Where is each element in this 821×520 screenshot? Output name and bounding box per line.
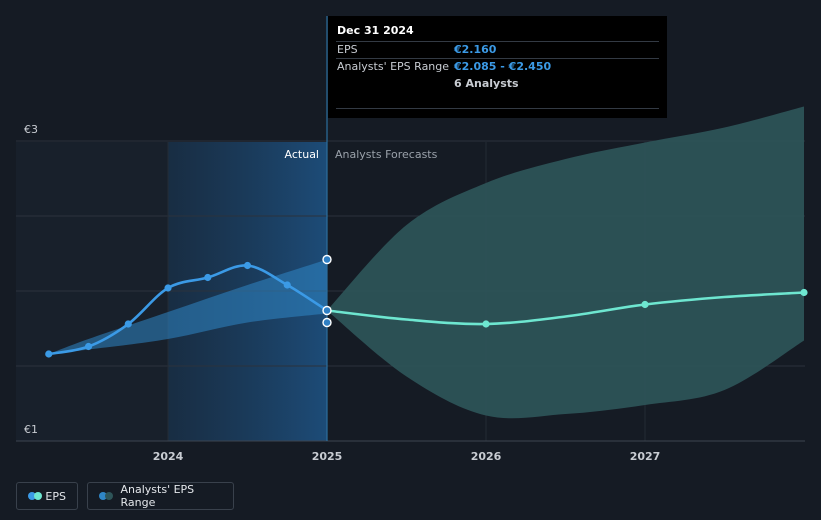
legend-range-swatch <box>99 492 114 500</box>
eps-actual-point <box>283 281 291 289</box>
tooltip-range-label: Analysts' EPS Range <box>337 60 450 73</box>
legend-eps-dot-forecast <box>34 492 42 500</box>
tooltip-divider <box>336 108 659 109</box>
tooltip-divider <box>336 58 659 59</box>
eps-actual-point <box>124 320 132 328</box>
eps-actual-point <box>45 350 53 358</box>
legend-eps-label: EPS <box>45 489 66 503</box>
eps-actual-point <box>243 261 252 270</box>
legend-range-dot-forecast <box>105 492 113 500</box>
hover-eps-marker <box>322 305 332 316</box>
legend-eps-dot-actual <box>28 492 36 500</box>
legend-eps[interactable]: EPS <box>16 482 78 510</box>
tooltip-date: Dec 31 2024 <box>337 24 414 37</box>
eps-forecast-point <box>800 288 808 297</box>
x-tick-label: 2025 <box>312 450 343 463</box>
eps-actual-point <box>204 273 212 282</box>
x-tick-label: 2027 <box>630 450 661 463</box>
tooltip-eps-label: EPS <box>337 43 358 56</box>
eps-actual-point <box>84 342 93 351</box>
legend-range-dot-actual <box>99 492 107 500</box>
legend-eps-range[interactable]: Analysts' EPS Range <box>87 482 234 510</box>
eps-forecast-point <box>641 300 649 309</box>
y-tick-label: €1 <box>24 423 38 436</box>
hover-range-low-marker <box>322 317 332 328</box>
eps-actual-point <box>164 284 172 292</box>
x-tick-label: 2024 <box>153 450 184 463</box>
actual-region-label: Actual <box>285 148 319 161</box>
x-tick-label: 2026 <box>471 450 502 463</box>
data-tooltip: Dec 31 2024 EPS €2.160 Analysts' EPS Ran… <box>328 16 667 118</box>
legend-eps-swatch <box>28 492 42 500</box>
tooltip-divider <box>336 41 659 42</box>
tooltip-eps-value: €2.160 <box>454 43 497 56</box>
forecast-range-band <box>327 106 804 419</box>
y-tick-label: €3 <box>24 123 38 136</box>
tooltip-analyst-count: 6 Analysts <box>454 77 519 90</box>
eps-forecast-line <box>325 291 806 326</box>
legend-range-label: Analysts' EPS Range <box>120 483 195 509</box>
tooltip-range-value: €2.085 - €2.450 <box>454 60 552 73</box>
hover-range-high-marker <box>322 254 332 265</box>
forecast-region-label: Analysts Forecasts <box>335 148 438 161</box>
eps-forecast-point <box>482 320 490 328</box>
